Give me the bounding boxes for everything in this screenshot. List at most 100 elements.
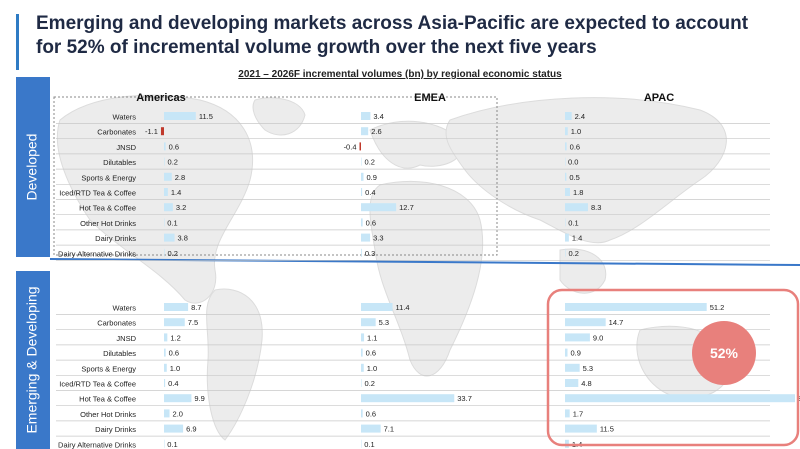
data-label: 0.6 <box>366 218 376 227</box>
data-label: 0.6 <box>366 349 376 358</box>
bar-emea <box>361 112 371 120</box>
data-label: -1.1 <box>145 127 158 136</box>
bar-emea <box>361 409 363 418</box>
bar-americas <box>164 363 167 372</box>
data-label: 9.0 <box>593 333 603 342</box>
region-header-americas: Americas <box>136 92 186 104</box>
bar-emea <box>361 172 364 181</box>
bar-emea <box>361 188 363 196</box>
map-landmass-7 <box>559 248 607 294</box>
bar-apac <box>565 248 566 257</box>
data-label: 1.0 <box>367 364 377 373</box>
bar-americas <box>164 188 168 196</box>
data-label: 0.2 <box>365 379 375 388</box>
bar-americas <box>164 203 173 212</box>
data-label: 0.0 <box>568 158 578 167</box>
data-label: 8.3 <box>591 203 601 212</box>
bar-americas <box>164 218 165 227</box>
bar-americas <box>164 112 196 120</box>
bar-emea <box>361 127 369 136</box>
bar-americas <box>164 142 166 151</box>
category-label: Carbonates <box>97 128 136 137</box>
bar-apac <box>565 172 567 181</box>
data-label: 7.1 <box>384 425 394 434</box>
bar-americas <box>164 424 184 433</box>
data-label: 9.9 <box>194 394 204 403</box>
data-label: 0.6 <box>366 409 376 418</box>
data-label: 3.3 <box>373 234 383 243</box>
data-label: 0.5 <box>569 173 579 182</box>
data-label: 0.2 <box>168 158 178 167</box>
bar-apac <box>565 188 570 196</box>
bar-americas <box>164 333 168 342</box>
data-label: 1.4 <box>572 234 582 243</box>
bar-apac <box>565 424 597 433</box>
category-label: Hot Tea & Coffee <box>79 204 136 213</box>
bar-apac <box>565 363 580 372</box>
data-label: 33.7 <box>457 394 472 403</box>
data-label: 2.8 <box>175 173 185 182</box>
bar-emea <box>361 363 364 372</box>
bar-emea <box>361 233 371 242</box>
data-label: 1.2 <box>170 333 180 342</box>
category-label: Dairy Alternative Drinks <box>58 249 136 258</box>
bar-americas <box>164 318 185 327</box>
data-label: 1.7 <box>573 409 583 418</box>
bar-emea <box>361 333 365 342</box>
developed-dashed-box <box>53 96 498 256</box>
category-label: Other Hot Drinks <box>80 410 136 419</box>
page-title: Emerging and developing markets across A… <box>36 13 749 58</box>
data-label: 0.9 <box>366 173 376 182</box>
bar-apac <box>565 233 569 242</box>
bar-apac <box>565 218 566 227</box>
category-label: Dairy Drinks <box>95 425 136 434</box>
bar-apac <box>565 333 590 342</box>
group-label: Emerging & Developing <box>24 286 40 433</box>
bar-emea <box>361 303 393 311</box>
data-label: 0.3 <box>365 249 375 258</box>
bar-apac <box>565 318 606 327</box>
group-panel <box>16 77 50 257</box>
bar-apac <box>565 203 588 212</box>
data-label: 51.2 <box>710 303 725 312</box>
data-label: 0.6 <box>169 142 179 151</box>
bar-apac <box>565 409 570 418</box>
bar-americas <box>164 394 192 403</box>
callout-circle <box>692 321 756 385</box>
category-label: Iced/RTD Tea & Coffee <box>59 189 136 198</box>
category-label: JNSD <box>116 143 136 152</box>
data-label: 14.7 <box>609 318 624 327</box>
apac-highlight-box <box>546 288 800 447</box>
bar-americas <box>164 439 165 448</box>
bar-emea <box>361 424 381 433</box>
data-label: 1.4 <box>171 188 181 197</box>
bar-emea <box>361 439 362 448</box>
category-label: Dairy Alternative Drinks <box>58 440 136 449</box>
data-label: 5.3 <box>379 318 389 327</box>
category-label: Sports & Energy <box>81 173 136 182</box>
region-header-emea: EMEA <box>414 92 446 104</box>
data-label: 5.3 <box>583 364 593 373</box>
data-label: 11.4 <box>396 303 410 312</box>
bar-apac <box>565 127 568 136</box>
bar-americas <box>164 348 166 357</box>
map-landmass-2 <box>206 288 263 441</box>
bar-americas <box>164 409 170 418</box>
data-label: 2.4 <box>575 112 585 121</box>
data-label: 3.8 <box>178 234 188 243</box>
category-label: Dairy Drinks <box>95 234 136 243</box>
bar-emea <box>361 379 362 387</box>
data-label: 0.1 <box>167 218 177 227</box>
bar-americas <box>164 172 172 181</box>
bar-emea <box>361 203 397 212</box>
bar-apac <box>565 112 572 120</box>
chart-subtitle: 2021 – 2026F incremental volumes (bn) by… <box>238 69 562 80</box>
bar-apac <box>565 142 567 151</box>
data-label: 1.0 <box>170 364 180 373</box>
category-label: Waters <box>113 304 137 313</box>
category-label: Other Hot Drinks <box>80 219 136 228</box>
category-label: Sports & Energy <box>81 364 136 373</box>
data-label: 0.1 <box>167 440 177 449</box>
callout-label: 52% <box>710 345 739 361</box>
bar-apac <box>565 379 579 387</box>
